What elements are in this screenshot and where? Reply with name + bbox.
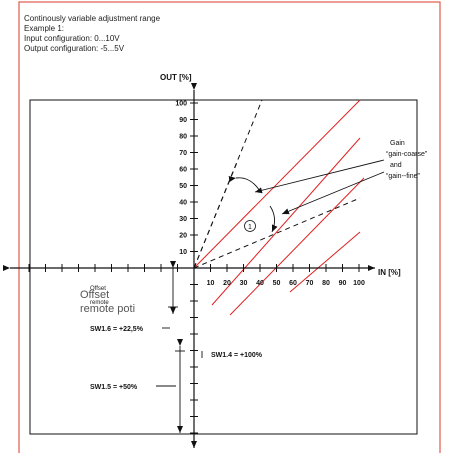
gain-label-line2: “gain-coarse” — [386, 151, 428, 158]
dashed-middle-line — [193, 159, 239, 269]
outer-frame — [18, 1, 441, 453]
x-tick-label: 80 — [322, 280, 330, 287]
red-line-3 — [229, 177, 365, 316]
offset-small-line1: Offset — [90, 286, 106, 292]
circle-marker-text: 1 — [248, 224, 252, 231]
y-tick-label: 10 — [179, 249, 187, 256]
red-line-4 — [289, 231, 361, 293]
header-example: Example 1: — [24, 24, 65, 33]
red-line-2 — [211, 137, 361, 306]
angle-arc-lower — [269, 205, 278, 233]
gain-arrow-2 — [281, 171, 385, 215]
x-tick-label: 30 — [240, 280, 248, 287]
y-tick-label: 60 — [179, 167, 187, 174]
gain-label-line1: Gain — [390, 140, 405, 147]
y-axis-label: OUT [%] — [160, 73, 192, 82]
y-tick-label: 50 — [179, 183, 187, 190]
gain-label-line4: “gain--fine” — [386, 173, 421, 180]
x-tick-label: 10 — [207, 280, 215, 287]
y-tick-label: 80 — [179, 134, 187, 141]
y-tick-label: 40 — [179, 200, 187, 207]
y-axis-negative-ticks — [190, 284, 198, 434]
sw14-label: SW1.4 = +100% — [211, 352, 263, 359]
circle-marker-ring — [244, 220, 256, 232]
y-tick-label: 90 — [179, 117, 187, 124]
y-tick-label: 100 — [175, 101, 187, 108]
x-axis-label: IN [%] — [378, 268, 401, 277]
header-input-config: Input configuration: 0...10V — [24, 34, 120, 43]
y-tick-label: 30 — [179, 216, 187, 223]
gain-arrow-1 — [254, 159, 385, 194]
x-tick-label: 100 — [353, 280, 365, 287]
x-tick-label: 70 — [306, 280, 314, 287]
y-axis-ticks: 100 90 80 70 60 50 40 30 20 10 — [175, 101, 198, 256]
gain-label-line3: and — [390, 162, 402, 169]
sw16-label: SW1.6 = +22,5% — [90, 326, 144, 333]
y-tick-label: 70 — [179, 150, 187, 157]
x-tick-label: 40 — [256, 280, 264, 287]
x-tick-label: 90 — [339, 280, 347, 287]
dashed-shallow-line — [193, 197, 361, 269]
x-axis-ticks: 10 20 30 40 50 60 70 80 90 100 — [28, 264, 365, 287]
y-tick-label: 20 — [179, 233, 187, 240]
offset-small-line2: remote — [90, 300, 109, 306]
dashed-gain-lines — [193, 99, 361, 269]
header-title: Continously variable adjustment range — [24, 14, 161, 23]
header-output-config: Output configuration: -5...5V — [24, 44, 125, 53]
offset-large-line1: Offset — [80, 289, 109, 301]
x-tick-label: 20 — [223, 280, 231, 287]
red-adjustment-lines — [193, 99, 365, 316]
red-line-1 — [193, 99, 361, 269]
sw15-label: SW1.5 = +50% — [90, 384, 138, 391]
x-tick-label: 50 — [273, 280, 281, 287]
x-tick-label: 60 — [289, 280, 297, 287]
angle-arc-upper — [228, 176, 261, 192]
offset-large-line2: remote poti — [80, 303, 135, 315]
